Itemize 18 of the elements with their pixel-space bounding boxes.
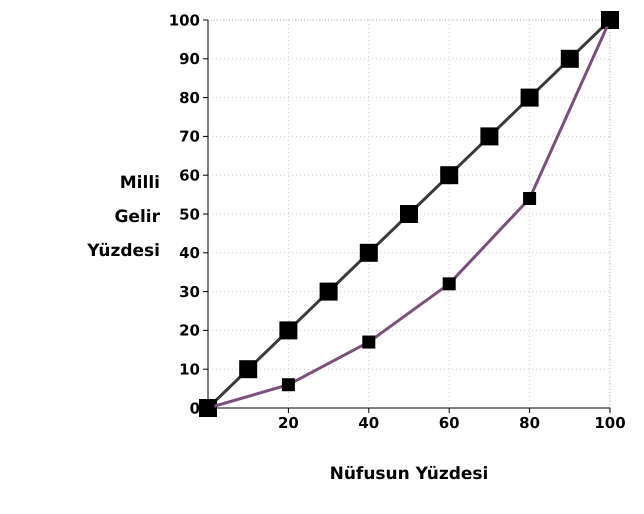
y-tick-label: 20 <box>179 322 200 340</box>
y-tick-label: 50 <box>179 205 200 224</box>
y-tick-label: 40 <box>179 244 200 262</box>
y-tick-label: 90 <box>179 50 200 68</box>
y-axis-title: Milli Gelir Yüzdesi <box>86 173 161 261</box>
x-tick-label: 20 <box>278 414 299 432</box>
x-tick-label: 40 <box>358 414 380 432</box>
y-tick-label: 80 <box>179 88 200 107</box>
x-axis-title: Nüfusun Yüzdesi <box>330 464 488 484</box>
y-tick-label: 0 <box>190 399 200 418</box>
x-tick-label: 60 <box>438 414 460 432</box>
y-tick-label: 30 <box>179 282 200 301</box>
y-tick-label: 10 <box>179 360 200 378</box>
x-tick-label: 80 <box>519 414 540 432</box>
y-tick-label: 60 <box>179 166 200 184</box>
x-tick-label: 100 <box>594 414 626 432</box>
y-tick-label: 100 <box>168 11 200 30</box>
y-tick-label: 70 <box>179 128 200 146</box>
